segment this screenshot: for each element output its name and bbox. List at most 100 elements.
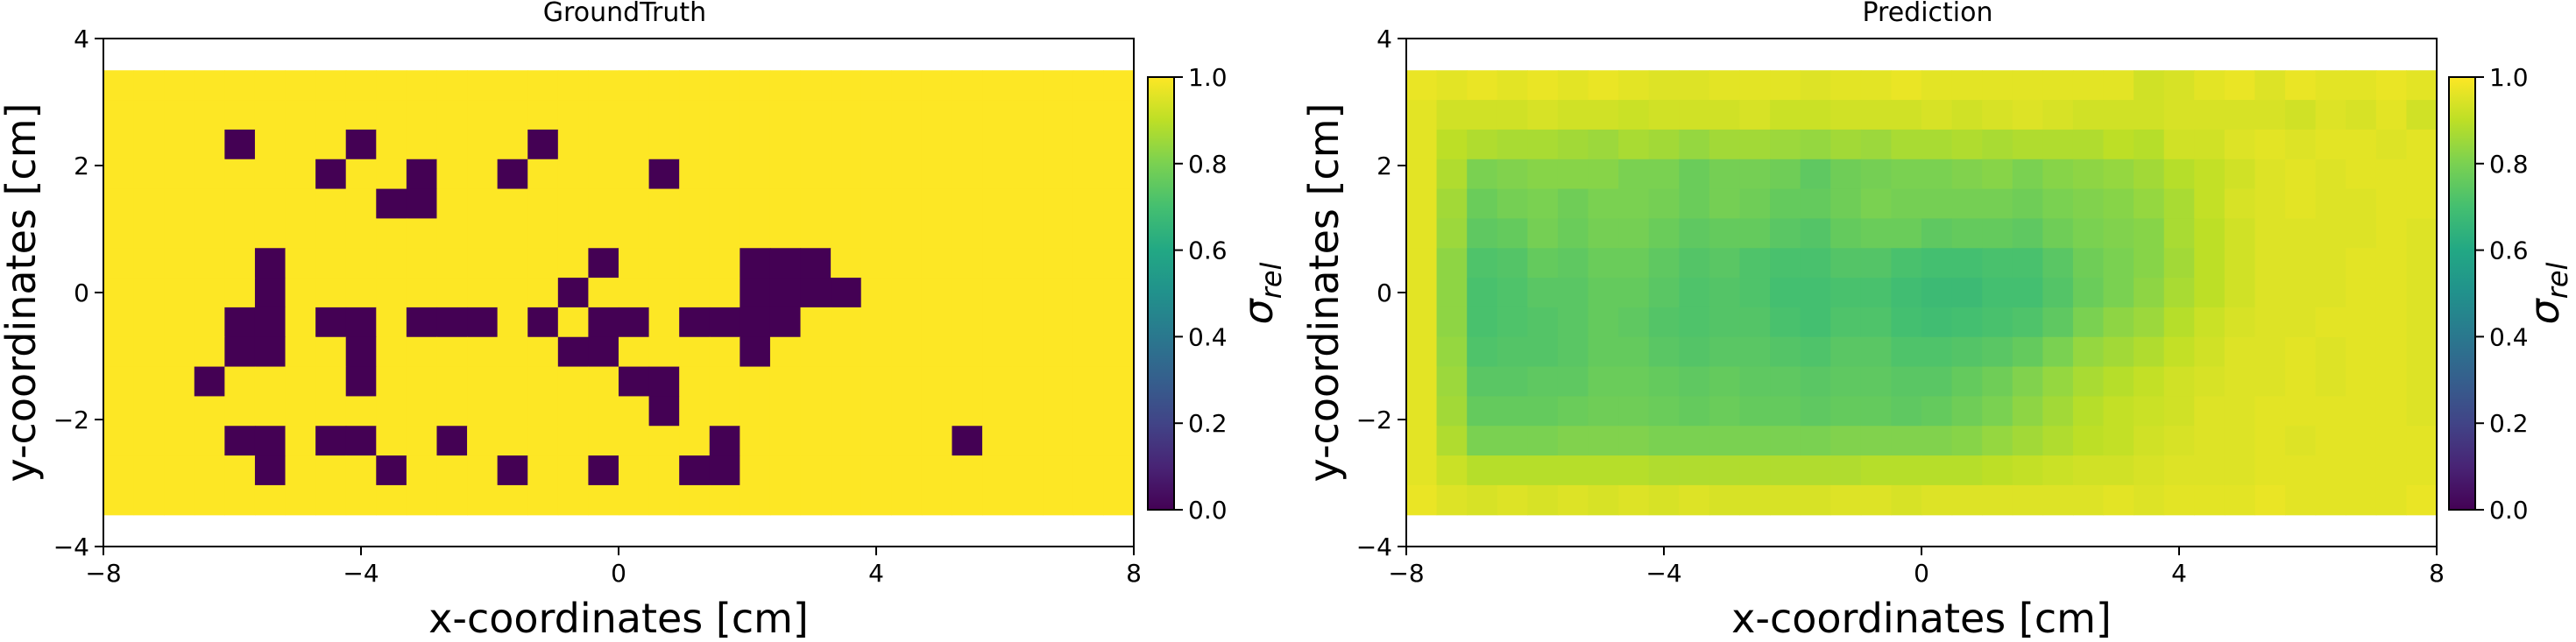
heatmap-cell [1951,278,1983,308]
heatmap-cell [1891,426,1922,456]
heatmap-cell [891,336,923,368]
heatmap-cell [1860,159,1893,190]
heatmap-cell [1709,159,1741,190]
heatmap-cell [800,455,832,486]
heatmap-cell [1860,129,1893,160]
heatmap-cell [2072,396,2105,427]
heatmap-cell [1921,455,1953,486]
heatmap-cell [1800,248,1831,279]
heatmap-cell [800,218,832,249]
heatmap-cell [1739,396,1771,427]
heatmap-cell [1497,307,1528,338]
heatmap-cell [285,218,316,249]
heatmap-cell [1800,278,1831,308]
heatmap-cell [2375,188,2408,220]
heatmap-cell [982,159,1014,190]
heatmap-cell [1406,70,1438,101]
heatmap-cell [1467,396,1498,427]
heatmap-cell [1497,159,1528,190]
heatmap-cell [769,70,802,101]
groundtruth-title: GroundTruth [543,0,706,28]
heatmap-cell [376,188,407,220]
heatmap-cell [254,455,287,486]
heatmap-cell [619,248,650,279]
heatmap-cell [1467,366,1498,398]
heatmap-cell [194,159,225,190]
heatmap-cell [1618,396,1650,427]
heatmap-cell [1436,366,1468,398]
heatmap-cell [527,100,559,131]
prediction-x-axis: −8 −4 0 4 8 [1388,547,2445,588]
heatmap-cell [1406,336,1438,368]
heatmap-cell [254,426,287,456]
heatmap-cell [406,278,438,308]
heatmap-cell [1497,278,1528,308]
heatmap-cell [1860,100,1893,131]
heatmap-cell [588,484,619,516]
prediction-y-axis: −4 −2 0 2 4 [1356,25,1406,561]
heatmap-cell [1951,336,1983,368]
heatmap-cell [1921,129,1953,160]
heatmap-cell [740,366,771,398]
heatmap-cell [982,396,1014,427]
heatmap-cell [679,278,711,308]
heatmap-cell [2072,100,2105,131]
heatmap-cell [2042,307,2074,338]
heatmap-cell [1770,188,1801,220]
heatmap-cell [2285,278,2317,308]
heatmap-cell [2224,484,2256,516]
heatmap-cell [1497,100,1528,131]
heatmap-cell [2012,129,2043,160]
heatmap-cell [2072,278,2105,308]
heatmap-cell [1921,218,1953,249]
heatmap-cell [921,366,953,398]
heatmap-cell [285,396,316,427]
heatmap-cell [648,159,680,190]
heatmap-cell [619,307,650,338]
heatmap-cell [891,100,923,131]
heatmap-cell [103,159,135,190]
heatmap-cell [2012,396,2043,427]
heatmap-cell [1043,188,1074,220]
heatmap-cell [1891,484,1922,516]
heatmap-cell [527,307,559,338]
heatmap-cell [345,307,377,338]
heatmap-cell [952,426,983,456]
heatmap-cell [376,70,407,101]
heatmap-cell [133,129,165,160]
heatmap-cell [1951,100,1983,131]
heatmap-cell [891,129,923,160]
heatmap-cell [1618,426,1650,456]
heatmap-cell [1072,70,1105,101]
heatmap-cell [2315,484,2346,516]
heatmap-cell [194,70,225,101]
heatmap-cell [1557,218,1589,249]
heatmap-cell [2285,307,2317,338]
heatmap-cell [1527,455,1559,486]
heatmap-cell [1436,455,1468,486]
heatmap-cell [709,307,740,338]
prediction-title: Prediction [1862,0,1992,28]
heatmap-cell [679,307,711,338]
heatmap-cell [1467,278,1498,308]
heatmap-cell [2315,336,2346,368]
heatmap-cell [1557,455,1589,486]
heatmap-cell [376,455,407,486]
heatmap-cell [133,218,165,249]
heatmap-cell [1043,426,1074,456]
groundtruth-y-axis-label: y-coordinates [cm] [0,103,45,483]
heatmap-cell [2375,366,2408,398]
heatmap-cell [2406,307,2438,338]
heatmap-cell [1921,336,1953,368]
heatmap-cell [1618,218,1650,249]
heatmap-cell [860,455,892,486]
heatmap-cell [285,366,316,398]
heatmap-cell [1103,455,1135,486]
heatmap-cell [1739,218,1771,249]
heatmap-cell [557,70,590,101]
heatmap-cell [831,218,862,249]
y-tick-label: −4 [53,533,89,561]
heatmap-cell [557,336,590,368]
heatmap-cell [1800,188,1831,220]
heatmap-cell [436,129,468,160]
